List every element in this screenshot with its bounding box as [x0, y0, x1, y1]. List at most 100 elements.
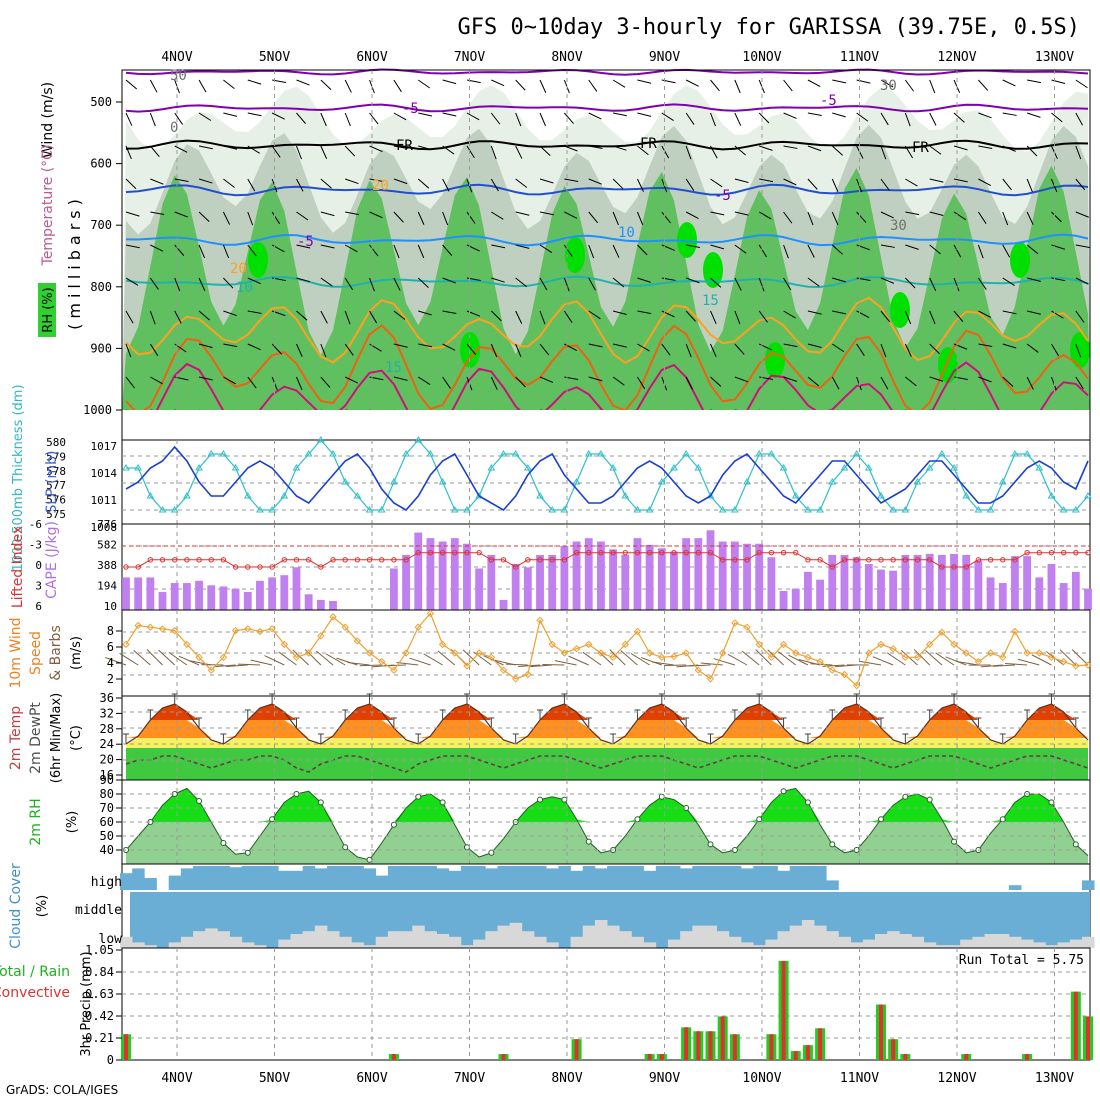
wind-barb: [637, 343, 650, 352]
wind-barb: [125, 244, 140, 249]
wind-barb: [417, 376, 431, 385]
lifted-index-point: [1048, 549, 1055, 556]
lifted-index-point: [829, 564, 835, 570]
wind-barb: [247, 277, 261, 285]
wind-barb: [807, 244, 815, 258]
wind-barb: [344, 79, 352, 93]
wind-barb: [978, 343, 993, 347]
wind-barb: [929, 343, 940, 355]
cape-bar: [182, 583, 191, 610]
thickness-point: [365, 506, 374, 513]
cloud-high-bar: [594, 868, 608, 890]
cape-series: [122, 530, 1092, 610]
wind-barb: [1075, 145, 1082, 160]
tick-label: 800: [90, 280, 112, 294]
cape-bar: [889, 570, 898, 610]
wind10-speed-point: [219, 653, 228, 662]
cloud-high-bar: [400, 866, 413, 890]
wind-barb: [661, 244, 675, 251]
lifted-index-point: [1060, 549, 1067, 556]
wind-barb: [223, 376, 236, 385]
precip-convective-bar: [124, 1034, 128, 1060]
wind-barb: [783, 277, 792, 291]
thickness-point: [682, 450, 691, 457]
wind-barb: [734, 112, 742, 126]
cloud-high-bar: [448, 870, 462, 890]
lifted-index-point: [975, 557, 982, 563]
thickness-point: [1035, 464, 1044, 471]
lifted-index-point: [646, 549, 653, 556]
ylabel-rh-unit: (%): [65, 811, 80, 834]
wind-barb: [125, 112, 133, 126]
tick-label: 70: [100, 801, 114, 815]
wind-barb: [393, 376, 408, 381]
wind-barb: [515, 376, 526, 388]
cloud-low-bar: [607, 925, 620, 948]
wind-barb: [174, 277, 181, 292]
wind-barb: [442, 178, 450, 192]
cape-bar: [804, 571, 812, 610]
cloud-high-bar: [777, 870, 791, 890]
wind-barb: [905, 211, 920, 216]
wind-barb: [418, 145, 432, 151]
lifted-index-point: [634, 549, 641, 556]
cape-bar: [304, 594, 313, 610]
contour-label: 50: [170, 68, 187, 84]
wind-barb: [515, 310, 523, 324]
li-tick-label: 0: [35, 559, 42, 572]
cape-bar: [450, 538, 459, 610]
wind10-speed-point: [974, 657, 983, 666]
wind10-barb: [119, 652, 139, 666]
wind-barb: [929, 178, 944, 183]
lifted-index-point: [172, 557, 178, 563]
ylabel-temperature: Temperature (°C): [40, 145, 56, 267]
cloud-low-bar: [789, 925, 803, 948]
cape-bar: [219, 586, 228, 610]
wind-barb: [710, 343, 717, 358]
wind-barb: [344, 343, 354, 356]
thickness-point: [231, 464, 240, 471]
wind-barb: [198, 79, 207, 93]
cape-bar: [974, 560, 983, 610]
ylabel-2m-dewpt: 2m DewPt: [28, 702, 44, 774]
wind-barb: [612, 376, 625, 386]
ylabel-wind-unit: (m/s): [69, 636, 84, 670]
thickness-point: [450, 506, 459, 513]
day-label-bottom: 12NOV: [937, 1071, 976, 1086]
wind10-barb: [582, 651, 602, 666]
wind10-speed-point: [816, 657, 824, 666]
wind10-barb: [568, 655, 589, 666]
thickness-point: [901, 506, 910, 513]
wind10-barb: [518, 664, 541, 668]
wind-barb: [563, 277, 570, 292]
thickness-point: [511, 450, 520, 457]
cape-bar: [864, 563, 873, 610]
ylabel-cloud-unit: (%): [35, 895, 50, 918]
cloud-low-bar: [327, 931, 340, 948]
wind-barb: [150, 376, 163, 385]
tick-label: 0.42: [85, 1009, 114, 1023]
day-label-bottom: 10NOV: [742, 1071, 781, 1086]
cloud-high-bar: [266, 866, 279, 890]
wind10-speed-point: [889, 644, 897, 653]
wind-barb: [612, 112, 627, 117]
wind-barb: [539, 310, 546, 325]
wind-barb: [685, 79, 699, 87]
cloud-high-bar: [278, 870, 291, 890]
wind10-barb: [688, 664, 711, 667]
cloud-high-bar: [253, 866, 267, 890]
wind10-speed-point: [792, 649, 800, 657]
pressure-axis: 500 600 700 800 900 1000: [83, 95, 122, 417]
wind10-speed-point: [767, 653, 776, 662]
wind-barb: [807, 310, 822, 315]
wind-barb: [953, 376, 968, 380]
wind-barb: [1026, 178, 1033, 193]
cloud-low-bar: [424, 931, 437, 948]
wind-barb: [198, 244, 206, 259]
wind-barb: [783, 112, 797, 119]
rh2m-point: [634, 816, 641, 823]
cloud-axis: high middle low: [75, 875, 122, 947]
thickness-tick-label: 579: [46, 450, 66, 463]
wind-barb: [1075, 178, 1086, 191]
